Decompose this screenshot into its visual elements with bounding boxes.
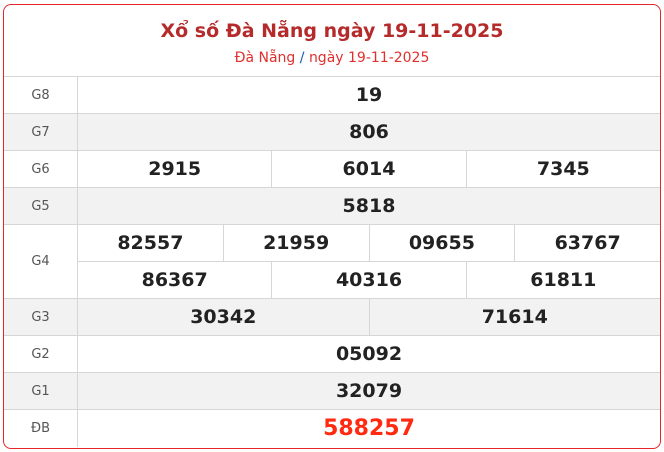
prize-label: G3 bbox=[4, 299, 78, 335]
prize-row-g3: G3 30342 71614 bbox=[4, 299, 660, 336]
prize-row-g1: G1 32079 bbox=[4, 373, 660, 410]
prize-number: 6014 bbox=[271, 151, 465, 187]
prize-number: 71614 bbox=[368, 299, 661, 335]
prize-values: 588257 bbox=[78, 410, 660, 447]
prize-number: 806 bbox=[349, 121, 389, 143]
prize-values: 5818 bbox=[78, 188, 660, 224]
prize-number: 32079 bbox=[335, 380, 403, 402]
prize-line: 82557 21959 09655 63767 bbox=[78, 225, 660, 261]
prize-values: 19 bbox=[78, 77, 660, 113]
prize-row-g4: G4 82557 21959 09655 63767 86367 40316 61811 bbox=[4, 225, 660, 299]
prize-values: 05092 bbox=[78, 336, 660, 372]
prize-number: 40316 bbox=[271, 262, 465, 298]
prize-label: G4 bbox=[4, 225, 78, 298]
prize-row-đb: ĐB 588257 bbox=[4, 410, 660, 447]
prize-values: 806 bbox=[78, 114, 660, 150]
prize-number: 2915 bbox=[148, 158, 202, 180]
prize-number: 30342 bbox=[190, 306, 257, 328]
breadcrumb-separator: / bbox=[299, 50, 305, 66]
prize-values: 2915 6014 7345 bbox=[78, 151, 660, 187]
prize-row-g7: G7 806 bbox=[4, 114, 660, 151]
lottery-result-card: Xổ số Đà Nẵng ngày 19-11-2025 Đà Nẵng / … bbox=[3, 4, 661, 449]
prize-label: G1 bbox=[4, 373, 78, 409]
prize-line: 588257 bbox=[78, 410, 660, 447]
prize-number: 21959 bbox=[222, 225, 369, 261]
prize-label: G8 bbox=[4, 77, 78, 113]
prize-number: 61811 bbox=[465, 262, 660, 298]
prize-number: 82557 bbox=[117, 232, 184, 254]
breadcrumb: Đà Nẵng / ngày 19-11-2025 bbox=[4, 49, 660, 67]
prize-label: G2 bbox=[4, 336, 78, 372]
prize-number: 09655 bbox=[368, 225, 515, 261]
breadcrumb-region-link[interactable]: Đà Nẵng bbox=[234, 50, 296, 66]
prize-label: G7 bbox=[4, 114, 78, 150]
prize-row-g2: G2 05092 bbox=[4, 336, 660, 373]
prize-label: G6 bbox=[4, 151, 78, 187]
prize-values: 32079 bbox=[78, 373, 660, 409]
prize-line: 5818 bbox=[78, 188, 660, 224]
prize-label: ĐB bbox=[4, 410, 78, 447]
page-title: Xổ số Đà Nẵng ngày 19-11-2025 bbox=[160, 20, 504, 42]
prize-line: 2915 6014 7345 bbox=[78, 151, 660, 187]
prize-number: 63767 bbox=[514, 225, 660, 261]
prize-line: 86367 40316 61811 bbox=[78, 261, 660, 298]
prize-row-g6: G6 2915 6014 7345 bbox=[4, 151, 660, 188]
special-prize-number: 588257 bbox=[323, 416, 415, 441]
prize-number: 7345 bbox=[465, 151, 660, 187]
prize-values: 82557 21959 09655 63767 86367 40316 61811 bbox=[78, 225, 660, 298]
prize-number: 5818 bbox=[342, 195, 396, 217]
prize-table: G8 19 G7 806 G6 2915 6014 7345 G5 5818 G4 82557 2195… bbox=[4, 77, 660, 447]
prize-label: G5 bbox=[4, 188, 78, 224]
prize-line: 19 bbox=[78, 77, 660, 113]
prize-number: 19 bbox=[355, 84, 383, 106]
prize-number: 86367 bbox=[141, 269, 208, 291]
prize-line: 32079 bbox=[78, 373, 660, 409]
prize-line: 30342 71614 bbox=[78, 299, 660, 335]
prize-line: 806 bbox=[78, 114, 660, 150]
result-header: Xổ số Đà Nẵng ngày 19-11-2025 Đà Nẵng / … bbox=[4, 5, 660, 77]
breadcrumb-date-link[interactable]: ngày 19-11-2025 bbox=[308, 50, 430, 66]
prize-values: 30342 71614 bbox=[78, 299, 660, 335]
prize-line: 05092 bbox=[78, 336, 660, 372]
prize-row-g8: G8 19 bbox=[4, 77, 660, 114]
prize-row-g5: G5 5818 bbox=[4, 188, 660, 225]
prize-number: 05092 bbox=[335, 343, 403, 365]
